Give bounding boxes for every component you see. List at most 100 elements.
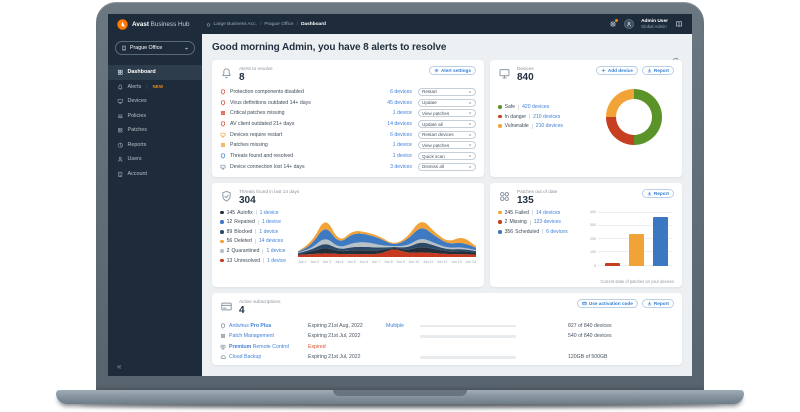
use-activation-code-button[interactable]: Use activation code [576, 299, 638, 308]
legend-dot [498, 220, 502, 225]
breadcrumb-current: Dashboard [300, 21, 326, 27]
alert-action-dropdown[interactable]: View patches [418, 109, 476, 118]
sidebar-item-account[interactable]: Account [108, 167, 202, 182]
alert-label: Threats found and resolved [230, 153, 294, 160]
sidebar: Prague Office Dashboard Alerts | NEW [108, 34, 202, 376]
legend-item: 89 Blocked 1 device [220, 229, 286, 235]
patches-report-button[interactable]: Report [641, 189, 674, 198]
sidebar-item-alerts[interactable]: Alerts | NEW [108, 80, 202, 95]
shield-icon [220, 323, 226, 329]
alert-action-dropdown[interactable]: Restart devices [418, 130, 476, 139]
settings-icon[interactable] [609, 19, 619, 28]
subscription-expiry: Expiring 21st Jul, 2022 [308, 333, 361, 340]
alert-devices-link[interactable]: 3 devices [390, 163, 412, 170]
sidebar-item-patches[interactable]: Patches [108, 123, 202, 138]
breadcrumb-site[interactable]: Prague Office [264, 21, 294, 27]
chevron-down-icon [468, 165, 472, 169]
sidebar-item-users[interactable]: Users [108, 152, 202, 167]
subscription-name-link[interactable]: Patch Management [220, 333, 308, 339]
legend-dot [498, 230, 502, 234]
legend-value-link[interactable]: 1 device [261, 219, 281, 226]
avatar[interactable] [624, 19, 635, 29]
sidebar-item-reports[interactable]: Reports [108, 138, 202, 153]
monitor-icon [117, 98, 124, 105]
legend-value-link[interactable]: 1 device [259, 228, 279, 235]
alert-action-dropdown[interactable]: Quick scan [418, 152, 476, 161]
subscriptions-report-button[interactable]: Report [641, 299, 674, 308]
legend-value-link[interactable]: 1 device [259, 209, 279, 216]
legend-item: 12 Repaired 1 device [220, 219, 286, 225]
alert-action-dropdown[interactable]: Dismiss all [418, 162, 476, 171]
legend-value-link[interactable]: 210 devices [533, 113, 561, 120]
breadcrumb-account[interactable]: Large Business Acc. [213, 21, 257, 27]
alert-devices-link[interactable]: 45 devices [387, 99, 412, 106]
help-book-icon[interactable] [675, 20, 683, 28]
alert-action-dropdown[interactable]: Update [418, 98, 476, 107]
user-name: Admin User [641, 18, 668, 24]
legend-value-link[interactable]: 14 devices [535, 209, 561, 216]
alert-action-dropdown[interactable]: Restart [418, 87, 476, 96]
home-icon[interactable] [206, 22, 211, 27]
alert-devices-link[interactable]: 1 device [392, 110, 412, 117]
alert-devices-link[interactable]: 1 device [392, 142, 412, 149]
legend-value-link[interactable]: 1 device [266, 248, 286, 255]
legend-value-link[interactable]: 14 devices [258, 238, 284, 245]
location-selector[interactable]: Prague Office [115, 41, 195, 55]
chevron-down-icon [468, 122, 472, 126]
subscriptions-count: 4 [239, 304, 245, 316]
alert-devices-link[interactable]: 6 devices [390, 88, 412, 95]
sidebar-item-label: Users [127, 156, 142, 163]
sidebar-item-devices[interactable]: Devices [108, 94, 202, 109]
legend-value-link[interactable]: 123 devices [533, 219, 561, 226]
alert-label: Virus definitions outdated 14+ days [230, 99, 311, 106]
devices-report-button[interactable]: Report [641, 66, 674, 75]
add-device-button[interactable]: Add device [595, 66, 638, 75]
gridline [598, 211, 672, 213]
legend-value-link[interactable]: 1 device [267, 257, 287, 264]
subscription-progress [420, 335, 516, 338]
card-label: Devices [517, 66, 534, 71]
alert-row: Devices require restart 6 devices Restar… [220, 129, 476, 140]
download-icon [647, 68, 652, 73]
dashboard-icon [117, 69, 124, 76]
patches-icon [220, 142, 226, 148]
legend-dot [220, 258, 224, 263]
legend-dot [220, 220, 224, 225]
alert-label: Device connection lost 14+ days [230, 163, 305, 170]
alert-devices-link[interactable]: 14 devices [387, 121, 412, 128]
download-icon [647, 191, 652, 196]
legend-value-link[interactable]: 420 devices [522, 104, 550, 111]
devices-donut-chart [606, 88, 662, 145]
user-menu[interactable]: Admin User Global Admin [641, 19, 668, 30]
download-icon [647, 301, 652, 306]
subscription-name-link[interactable]: Premium Remote Control [220, 344, 308, 350]
sidebar-item-label: Dashboard [127, 69, 156, 76]
x-tick-label: Jun 12 [436, 259, 448, 264]
alert-action-dropdown[interactable]: View patches [418, 141, 476, 150]
x-tick-label: Jun 11 [422, 259, 434, 264]
card-icon [582, 301, 587, 306]
alert-devices-link[interactable]: 6 devices [390, 131, 412, 138]
subscription-multiple-link[interactable]: Multiple [386, 322, 404, 329]
sidebar-collapse-button[interactable]: « [117, 362, 122, 371]
x-tick-label: Jun 2 [310, 259, 319, 264]
x-tick-label: Jun 1 [298, 259, 307, 264]
sidebar-item-dashboard[interactable]: Dashboard [108, 65, 202, 80]
brand-title: Avast Business Hub [132, 20, 190, 28]
shield-icon [220, 100, 226, 106]
subscription-usage: 120GB of 500GB [568, 354, 608, 361]
legend-value-link[interactable]: 210 devices [535, 123, 563, 130]
alert-settings-button[interactable]: Alert settings [429, 66, 476, 75]
x-tick-label: Jun 14 [465, 259, 476, 264]
alert-devices-link[interactable]: 1 device [392, 153, 412, 160]
subscription-name-link[interactable]: Cloud Backup [220, 354, 308, 360]
building-icon [117, 171, 124, 178]
alerts-count: 8 [239, 71, 245, 83]
alert-action-dropdown[interactable]: Update all [418, 120, 476, 129]
legend-value-link[interactable]: 6 devices [546, 228, 568, 235]
sidebar-item-policies[interactable]: Policies [108, 109, 202, 124]
alert-label: AV client outdated 21+ days [230, 121, 295, 128]
sidebar-item-label: Reports [127, 141, 147, 148]
x-tick-label: Jun 8 [384, 259, 393, 264]
subscription-name-link[interactable]: Antivirus Pro Plus [220, 323, 308, 329]
